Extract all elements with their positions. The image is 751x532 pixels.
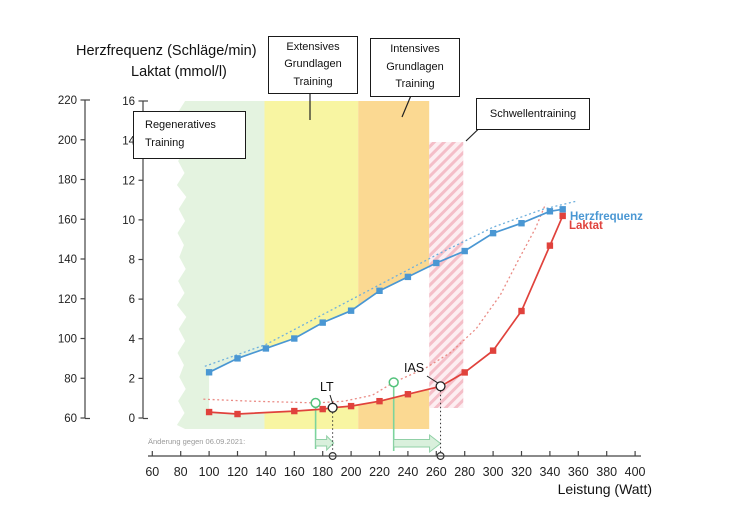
marker-Laktat (205, 408, 213, 416)
lt-improvement-arrow (315, 434, 335, 452)
marker-Herzfrequenz (489, 229, 497, 237)
svg-text:12: 12 (122, 175, 135, 187)
marker-Laktat (518, 307, 525, 315)
lactate-series-label: Laktat (569, 220, 603, 232)
ias-previous-point (388, 377, 399, 388)
svg-text:60: 60 (145, 465, 159, 479)
svg-text:60: 60 (64, 413, 77, 425)
marker-Laktat (546, 242, 554, 249)
marker-Herzfrequenz (518, 220, 525, 227)
svg-text:120: 120 (227, 465, 248, 479)
svg-text:180: 180 (312, 465, 333, 479)
svg-text:180: 180 (58, 175, 77, 187)
curve-Herzfrequenz (208, 208, 563, 374)
svg-text:200: 200 (341, 465, 362, 479)
marker-Herzfrequenz (461, 247, 468, 255)
previous-test-curves (203, 200, 576, 404)
marker-Herzfrequenz (205, 369, 213, 376)
svg-text:14: 14 (122, 136, 135, 148)
corridor (209, 209, 563, 414)
improvement-markers (314, 386, 442, 454)
svg-text:6: 6 (129, 294, 135, 306)
svg-text:380: 380 (596, 465, 617, 479)
white-corridor (209, 209, 563, 414)
threshold-points (309, 92, 480, 413)
marker-Laktat (347, 402, 355, 410)
svg-text:160: 160 (58, 214, 77, 226)
svg-text:80: 80 (64, 373, 77, 385)
svg-text:400: 400 (625, 465, 646, 479)
svg-text:320: 320 (511, 465, 532, 479)
svg-text:8: 8 (129, 255, 135, 267)
svg-text:280: 280 (454, 465, 475, 479)
svg-text:100: 100 (199, 465, 220, 479)
zone-label-intensives: Intensives Grundlagen Training (370, 38, 460, 97)
svg-text:160: 160 (284, 465, 305, 479)
svg-text:220: 220 (369, 465, 390, 479)
marker-Laktat (319, 405, 326, 413)
marker-Herzfrequenz (319, 319, 326, 326)
marker-Herzfrequenz (433, 259, 440, 267)
svg-text:220: 220 (58, 95, 77, 107)
curve-Laktat Vortest (203, 203, 547, 404)
hr-series-label: Herzfrequenz (570, 211, 643, 223)
marker-Laktat (291, 407, 298, 415)
marker-Herzfrequenz (546, 208, 554, 215)
svg-text:140: 140 (58, 254, 77, 266)
svg-text:140: 140 (255, 465, 276, 479)
change-date-note: Änderung gegen 06.09.2021: (148, 437, 246, 446)
svg-text:240: 240 (397, 465, 418, 479)
marker-Herzfrequenz (376, 287, 383, 294)
svg-text:100: 100 (58, 334, 77, 346)
svg-text:2: 2 (129, 373, 135, 385)
svg-text:300: 300 (483, 465, 504, 479)
marker-Herzfrequenz (234, 355, 241, 362)
marker-Laktat (234, 410, 241, 418)
marker-Laktat (376, 397, 383, 405)
zone-regeneratives (176, 101, 265, 429)
svg-text:200: 200 (58, 135, 77, 147)
marker-Herzfrequenz (291, 335, 298, 342)
ias-threshold-label: IAS (404, 361, 425, 375)
curve-Laktat (209, 215, 564, 415)
marker-Laktat (559, 212, 566, 220)
marker-Laktat (404, 391, 412, 398)
current-test-curves (205, 206, 566, 418)
svg-text:120: 120 (58, 294, 77, 306)
lt-point (327, 402, 338, 413)
zone-schwellen (429, 142, 464, 408)
marker-Laktat (461, 369, 468, 376)
x-axis-title: Leistung (Watt) (557, 481, 652, 497)
ias-improvement-arrow (393, 433, 442, 454)
marker-Herzfrequenz (262, 345, 270, 352)
marker-Herzfrequenz (347, 307, 355, 314)
axes: 60 80 100 120 140 160 180 200 220 0 2 4 6 8 10 12 14 16 60… (58, 95, 646, 479)
svg-text:16: 16 (122, 96, 135, 108)
marker-Laktat (489, 347, 497, 354)
svg-text:4: 4 (129, 334, 136, 346)
svg-text:80: 80 (174, 465, 188, 479)
lt-threshold-label: LT (320, 380, 334, 394)
lactate-axis-title: Laktat (mmol/l) (131, 64, 227, 80)
svg-text:260: 260 (426, 465, 447, 479)
hr-axis-title: Herzfrequenz (Schläge/min) (76, 43, 257, 59)
svg-text:10: 10 (122, 215, 135, 227)
zone-label-regeneratives: Regeneratives Training (133, 111, 246, 159)
svg-text:0: 0 (129, 413, 135, 425)
marker-Herzfrequenz (559, 206, 566, 213)
zone-label-schwellentraining: Schwellentraining (476, 98, 590, 130)
marker-Herzfrequenz (404, 273, 412, 281)
svg-text:360: 360 (568, 465, 589, 479)
zone-schwellentraining (429, 142, 464, 408)
zone-label-extensives: Extensives Grundlagen Training (268, 36, 358, 94)
curve-Herzfrequenz Vortest (204, 200, 576, 367)
lt-previous-point (310, 397, 321, 409)
svg-text:340: 340 (539, 465, 560, 479)
ias-point (435, 381, 446, 392)
